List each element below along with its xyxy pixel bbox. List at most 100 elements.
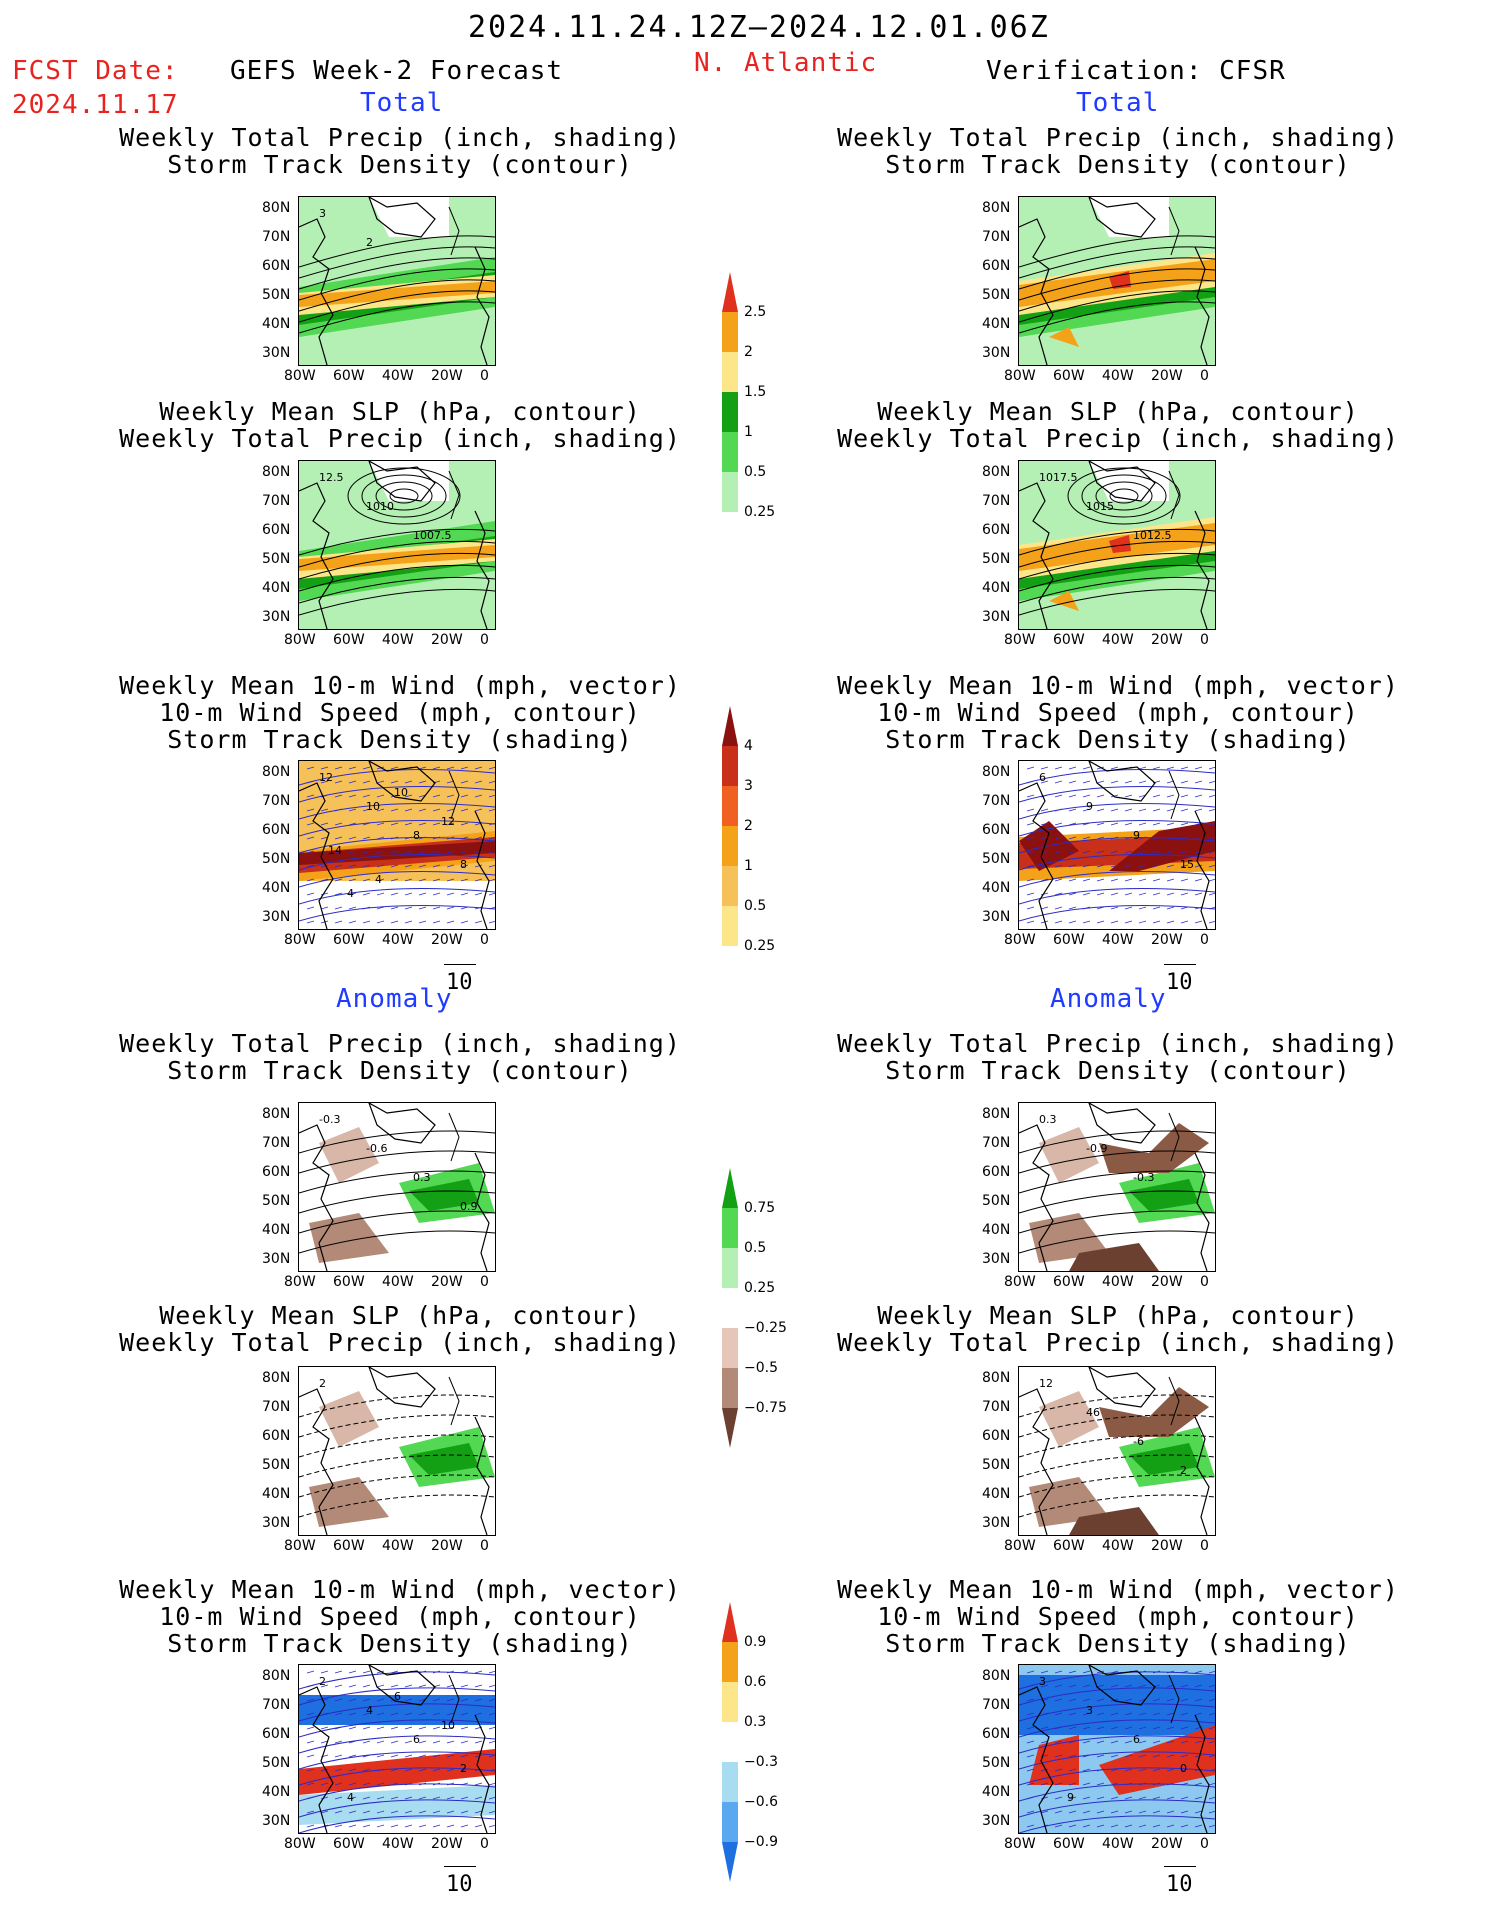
map-wind_total: 6 9 9 15 [1019, 761, 1215, 929]
lat-tick-label: 50N [262, 551, 291, 567]
panel-title-line: Weekly Total Precip (inch, shading) [119, 1029, 681, 1058]
lat-tick-label: 80N [262, 200, 291, 216]
panel-title-line: 10-m Wind Speed (mph, contour) [877, 1602, 1359, 1631]
lat-tick-label: 30N [982, 609, 1011, 625]
section-anomaly-right: Anomaly [1050, 984, 1167, 1014]
map-panel-f-wind_anom: 2 4 6 2 4 6 10 [298, 1664, 496, 1834]
fcst-date-value: 2024.11.17 [12, 90, 179, 120]
contour-label: 6 [413, 1733, 420, 1746]
contour-label: 2 [460, 1762, 467, 1775]
lon-tick-label: 80W [284, 1836, 316, 1852]
lon-tick-label: 60W [1053, 368, 1085, 384]
contour-label: 4 [366, 1704, 373, 1717]
lon-tick-label: 60W [1053, 1274, 1085, 1290]
lon-tick-label: 60W [333, 368, 365, 384]
contour-label: 12 [441, 815, 455, 828]
lon-tick-label: 0 [480, 632, 489, 648]
panel-title-f-2: Weekly Mean 10-m Wind (mph, vector) 10-m … [100, 672, 700, 753]
contour-label: 9 [1133, 829, 1140, 842]
contour-label: 1015 [1086, 500, 1114, 513]
colorbar-precip-total [722, 272, 738, 512]
lon-tick-label: 0 [1200, 1274, 1209, 1290]
panel-title-line: Weekly Mean 10-m Wind (mph, vector) [837, 1575, 1399, 1604]
colorbar-label: 0.25 [744, 1280, 776, 1296]
vector-ref-label: 10 [1166, 1872, 1193, 1897]
colorbar-label: 0.25 [744, 504, 776, 520]
colorbar-label: −0.9 [744, 1834, 778, 1850]
lon-tick-label: 80W [1004, 632, 1036, 648]
colorbar-label: 0.75 [744, 1200, 776, 1216]
colorbar-label: 0.3 [744, 1714, 767, 1730]
lon-tick-label: 20W [431, 1538, 463, 1554]
lon-tick-label: 0 [480, 368, 489, 384]
lat-tick-label: 40N [262, 1486, 291, 1502]
panel-title-line: Storm Track Density (contour) [167, 150, 633, 179]
panel-title-f-4: Weekly Mean SLP (hPa, contour) Weekly Tot… [100, 1302, 700, 1356]
lon-tick-label: 80W [284, 1538, 316, 1554]
contour-label: 46 [1086, 1406, 1100, 1419]
panel-title-line: Weekly Mean SLP (hPa, contour) [159, 397, 641, 426]
panel-title-line: Weekly Mean 10-m Wind (mph, vector) [837, 671, 1399, 700]
lat-tick-label: 70N [982, 793, 1011, 809]
panel-title-v-5: Weekly Mean 10-m Wind (mph, vector) 10-m … [818, 1576, 1418, 1657]
lon-tick-label: 20W [431, 932, 463, 948]
lon-tick-label: 60W [333, 1274, 365, 1290]
panel-title-line: Weekly Total Precip (inch, shading) [837, 1328, 1399, 1357]
vector-ref-label: 10 [1166, 970, 1193, 995]
map-panel-v-precip_anom: 0.3 -0.9 -0.3 [1018, 1102, 1216, 1272]
map-slp_anom: 2 [299, 1367, 495, 1535]
lat-tick-label: 70N [262, 1135, 291, 1151]
vector-ref-arrow [444, 964, 476, 965]
map-precip_anom: 0.3 -0.9 -0.3 [1019, 1103, 1215, 1271]
lon-tick-label: 20W [1151, 1836, 1183, 1852]
lon-tick-label: 80W [1004, 1538, 1036, 1554]
panel-title-line: Storm Track Density (contour) [885, 1056, 1351, 1085]
contour-label: 12 [1039, 1377, 1053, 1390]
lon-tick-label: 20W [1151, 932, 1183, 948]
lon-tick-label: 80W [1004, 368, 1036, 384]
lat-tick-label: 50N [262, 1193, 291, 1209]
colorbar-label: −0.6 [744, 1794, 778, 1810]
contour-label: 4 [375, 873, 382, 886]
contour-label: 4 [347, 1791, 354, 1804]
lat-tick-label: 40N [982, 880, 1011, 896]
panel-title-line: Storm Track Density (contour) [167, 1056, 633, 1085]
lon-tick-label: 0 [480, 1538, 489, 1554]
panel-title-f-3: Weekly Total Precip (inch, shading) Storm… [100, 1030, 700, 1084]
lon-tick-label: 40W [382, 1836, 414, 1852]
colorbar-label: −0.5 [744, 1360, 778, 1376]
fcst-date-label: FCST Date: [12, 56, 179, 86]
contour-label: 4 [347, 887, 354, 900]
colorbar-label: 2 [744, 344, 753, 360]
lon-tick-label: 40W [1102, 1274, 1134, 1290]
map-precip_anom: -0.3 -0.6 0.3 0.9 [299, 1103, 495, 1271]
lat-tick-label: 60N [982, 1164, 1011, 1180]
map-precip_total [1019, 197, 1215, 365]
contour-label: 14 [328, 844, 342, 857]
panel-title-line: Storm Track Density (contour) [885, 150, 1351, 179]
contour-label: 12.5 [319, 471, 344, 484]
colorbar-label: 0.9 [744, 1634, 767, 1650]
lat-tick-label: 80N [982, 200, 1011, 216]
lat-tick-label: 50N [982, 1193, 1011, 1209]
contour-label: 3 [1039, 1675, 1046, 1688]
panel-title-line: 10-m Wind Speed (mph, contour) [159, 698, 641, 727]
panel-title-f-1: Weekly Mean SLP (hPa, contour) Weekly Tot… [100, 398, 700, 452]
panel-title-line: Weekly Total Precip (inch, shading) [119, 424, 681, 453]
colorbar-label: 0.5 [744, 898, 767, 914]
colorbar-label: 0.25 [744, 938, 776, 954]
colorbar-label: 4 [744, 738, 753, 754]
lon-tick-label: 80W [1004, 1274, 1036, 1290]
lat-tick-label: 70N [262, 793, 291, 809]
lon-tick-label: 0 [480, 932, 489, 948]
contour-label: 0 [1180, 1762, 1187, 1775]
map-panel-v-slp_anom: 12 46 -6 2 [1018, 1366, 1216, 1536]
lat-tick-label: 40N [262, 1784, 291, 1800]
contour-label: 3 [1086, 1704, 1093, 1717]
lat-tick-label: 80N [982, 464, 1011, 480]
contour-label: 6 [394, 1690, 401, 1703]
contour-label: 0.3 [1039, 1113, 1057, 1126]
lat-tick-label: 30N [262, 1813, 291, 1829]
panel-title-line: Weekly Mean 10-m Wind (mph, vector) [119, 671, 681, 700]
